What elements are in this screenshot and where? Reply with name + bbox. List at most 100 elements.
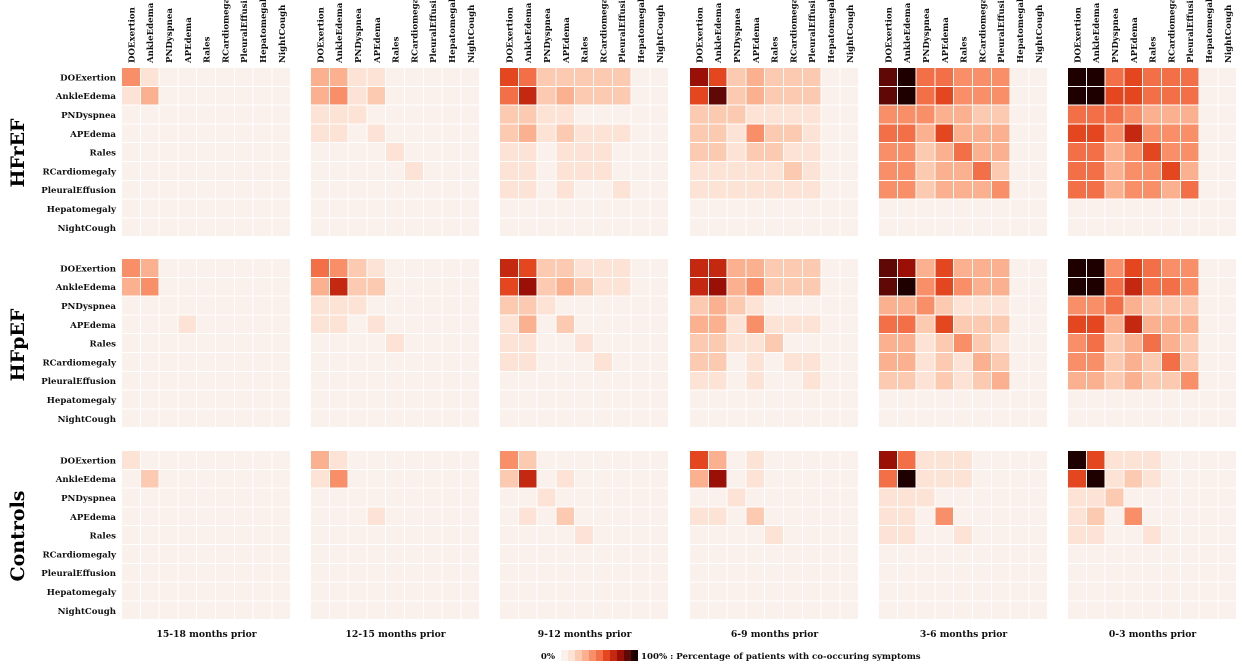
cell-apedema-pleuraleffusion	[423, 507, 442, 526]
cell-pndyspnea-nightcough	[461, 105, 480, 124]
column-label-apedema-p3: APEdema	[752, 17, 762, 64]
cell-pndyspnea-pleuraleffusion	[612, 296, 631, 315]
cell-pleuraleffusion-rcardiomegaly	[594, 371, 612, 390]
cell-rales-doexertion	[879, 334, 897, 352]
cell-ankleedema-nightcough	[650, 469, 669, 488]
cell-hepatomegaly-ankleedema	[897, 199, 916, 218]
row-label-pleuraleffusion-hfref: PleuralEffusion	[41, 186, 116, 196]
cell-nightcough-ankleedema	[897, 218, 916, 237]
cell-doexertion-rcardiomegaly	[1162, 68, 1180, 86]
row-label-rcardiomegaly-hfpef: RCardiomegaly	[43, 358, 117, 368]
cell-nightcough-nightcough	[1218, 601, 1237, 620]
cell-pleuraleffusion-pleuraleffusion	[1180, 371, 1199, 390]
cell-ankleedema-rales	[197, 469, 215, 488]
legend-swatches	[561, 650, 638, 661]
cell-pndyspnea-pndyspnea	[1105, 488, 1124, 507]
column-label-rales-p4: Rales	[960, 36, 970, 63]
cell-pndyspnea-rales	[765, 105, 783, 124]
cell-rcardiomegaly-pndyspnea	[348, 162, 367, 180]
cell-apedema-doexertion	[879, 315, 897, 334]
cell-rcardiomegaly-pleuraleffusion	[423, 545, 442, 563]
column-label-pndyspnea-p0: PNDyspnea	[165, 8, 175, 63]
column-label-doexertion-p3: DOExertion	[695, 6, 705, 63]
cell-pndyspnea-rcardiomegaly	[973, 488, 991, 507]
cell-rales-rales	[765, 526, 783, 544]
cell-rales-pndyspnea	[159, 143, 178, 161]
cell-apedema-apedema	[746, 507, 765, 526]
cell-hepatomegaly-rales	[954, 390, 972, 409]
cell-doexertion-pleuraleffusion	[991, 259, 1010, 277]
cell-ankleedema-nightcough	[840, 277, 859, 296]
row-label-ankleedema-hfpef: AnkleEdema	[55, 283, 117, 293]
cell-rcardiomegaly-nightcough	[461, 162, 480, 180]
cell-rcardiomegaly-hepatomegaly	[821, 162, 840, 180]
cell-apedema-apedema	[367, 124, 386, 143]
cell-nightcough-nightcough	[1029, 601, 1048, 620]
cell-pleuraleffusion-apedema	[556, 180, 575, 199]
cell-nightcough-doexertion	[690, 218, 708, 237]
cell-ankleedema-doexertion	[690, 469, 708, 488]
cell-pleuraleffusion-rales	[954, 371, 972, 390]
cell-hepatomegaly-hepatomegaly	[1010, 199, 1029, 218]
cell-apedema-pndyspnea	[727, 124, 746, 143]
cell-nightcough-apedema	[367, 601, 386, 620]
cell-pndyspnea-pleuraleffusion	[612, 488, 631, 507]
cell-pndyspnea-nightcough	[650, 296, 669, 315]
cell-pndyspnea-pndyspnea	[159, 488, 178, 507]
cell-doexertion-pleuraleffusion	[423, 451, 442, 469]
cell-doexertion-ankleedema	[140, 68, 159, 86]
cell-pleuraleffusion-ankleedema	[329, 563, 348, 582]
cell-rcardiomegaly-rales	[1143, 545, 1161, 563]
cell-hepatomegaly-hepatomegaly	[253, 582, 272, 601]
cell-rales-rales	[765, 143, 783, 161]
cell-rcardiomegaly-rales	[197, 545, 215, 563]
cell-nightcough-doexertion	[1068, 601, 1086, 620]
cell-doexertion-rales	[386, 68, 404, 86]
column-label-hepatomegaly-p3: Hepatomegaly	[827, 0, 837, 63]
cell-nightcough-rcardiomegaly	[1162, 218, 1180, 237]
cell-pleuraleffusion-hepatomegaly	[1010, 180, 1029, 199]
cell-pleuraleffusion-pndyspnea	[1105, 371, 1124, 390]
cell-hepatomegaly-nightcough	[1029, 199, 1048, 218]
cell-nightcough-apedema	[556, 601, 575, 620]
cell-rales-rcardiomegaly	[784, 334, 802, 352]
cell-ankleedema-nightcough	[1218, 469, 1237, 488]
cell-doexertion-hepatomegaly	[1199, 451, 1218, 469]
cell-rales-apedema	[1124, 526, 1143, 544]
cell-doexertion-apedema	[935, 451, 954, 469]
cell-apedema-ankleedema	[518, 315, 537, 334]
cell-doexertion-pleuraleffusion	[1180, 451, 1199, 469]
cell-apedema-pndyspnea	[537, 124, 556, 143]
cell-hepatomegaly-rcardiomegaly	[216, 390, 234, 409]
cell-nightcough-rales	[765, 409, 783, 428]
cell-rales-rcardiomegaly	[1162, 334, 1180, 352]
cell-hepatomegaly-pleuraleffusion	[802, 199, 821, 218]
cell-doexertion-apedema	[746, 451, 765, 469]
cell-hepatomegaly-rales	[954, 582, 972, 601]
cell-hepatomegaly-pleuraleffusion	[991, 199, 1010, 218]
cell-nightcough-rcardiomegaly	[216, 601, 234, 620]
cell-pndyspnea-doexertion	[879, 105, 897, 124]
cell-apedema-doexertion	[1068, 124, 1086, 143]
cell-ankleedema-hepatomegaly	[442, 277, 461, 296]
cell-pndyspnea-nightcough	[1029, 105, 1048, 124]
cell-apedema-ankleedema	[140, 124, 159, 143]
cell-hepatomegaly-rcardiomegaly	[594, 199, 612, 218]
cell-nightcough-apedema	[178, 218, 197, 237]
cell-pndyspnea-pleuraleffusion	[234, 105, 253, 124]
cell-apedema-pndyspnea	[916, 315, 935, 334]
cell-apedema-ankleedema	[518, 124, 537, 143]
cell-doexertion-ankleedema	[518, 68, 537, 86]
cell-hepatomegaly-rcardiomegaly	[784, 582, 802, 601]
cell-nightcough-hepatomegaly	[442, 601, 461, 620]
cell-rcardiomegaly-pleuraleffusion	[423, 162, 442, 180]
cell-apedema-ankleedema	[708, 507, 727, 526]
cell-hepatomegaly-rales	[386, 199, 404, 218]
cell-pndyspnea-rcardiomegaly	[594, 296, 612, 315]
cell-hepatomegaly-rcardiomegaly	[1162, 582, 1180, 601]
cell-ankleedema-pndyspnea	[159, 277, 178, 296]
cell-rales-ankleedema	[329, 334, 348, 352]
cell-pndyspnea-rales	[386, 488, 404, 507]
cell-nightcough-rcardiomegaly	[216, 218, 234, 237]
column-label-apedema-p1: APEdema	[373, 17, 383, 64]
